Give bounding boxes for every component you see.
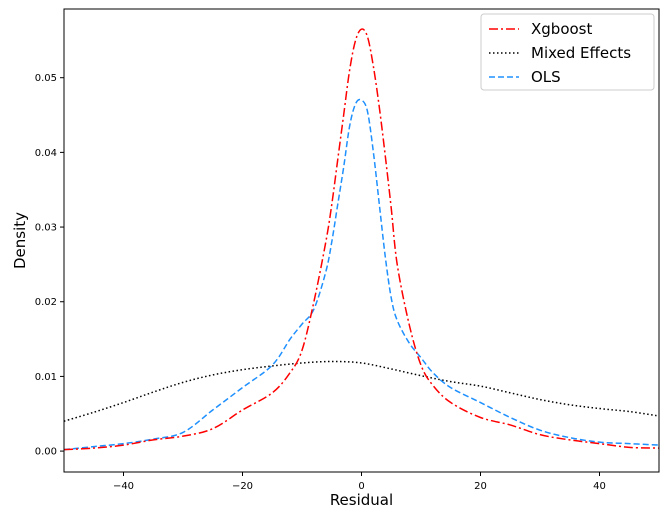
- y-tick-label: 0.05: [35, 73, 57, 84]
- y-tick-label: 0.02: [35, 297, 57, 308]
- legend-label: Mixed Effects: [531, 44, 631, 62]
- legend-label: Xgboost: [531, 20, 592, 38]
- x-tick-label: −40: [113, 481, 134, 492]
- series-line-mixed-effects: [64, 360, 659, 422]
- y-axis-label: Density: [11, 212, 29, 269]
- legend: Xgboost Mixed Effects OLS: [480, 13, 655, 91]
- y-tick-label: 0.03: [35, 223, 57, 234]
- y-tick-label: 0.01: [35, 372, 57, 383]
- x-tick-label: 40: [593, 481, 606, 492]
- x-axis-label: Residual: [330, 491, 393, 508]
- legend-label: OLS: [531, 68, 561, 86]
- x-axis: −40 −20 0 20 40: [113, 472, 606, 492]
- y-axis: 0.00 0.01 0.02 0.03 0.04 0.05: [35, 73, 64, 458]
- x-tick-label: 0: [358, 481, 364, 492]
- x-tick-label: 20: [474, 481, 487, 492]
- x-tick-label: −20: [232, 481, 253, 492]
- legend-box: [480, 13, 655, 91]
- series-line-ols: [64, 98, 659, 451]
- series-line-xgboost: [64, 28, 659, 451]
- series-layer: [64, 28, 659, 451]
- y-tick-label: 0.00: [35, 447, 57, 458]
- y-tick-label: 0.04: [35, 148, 57, 159]
